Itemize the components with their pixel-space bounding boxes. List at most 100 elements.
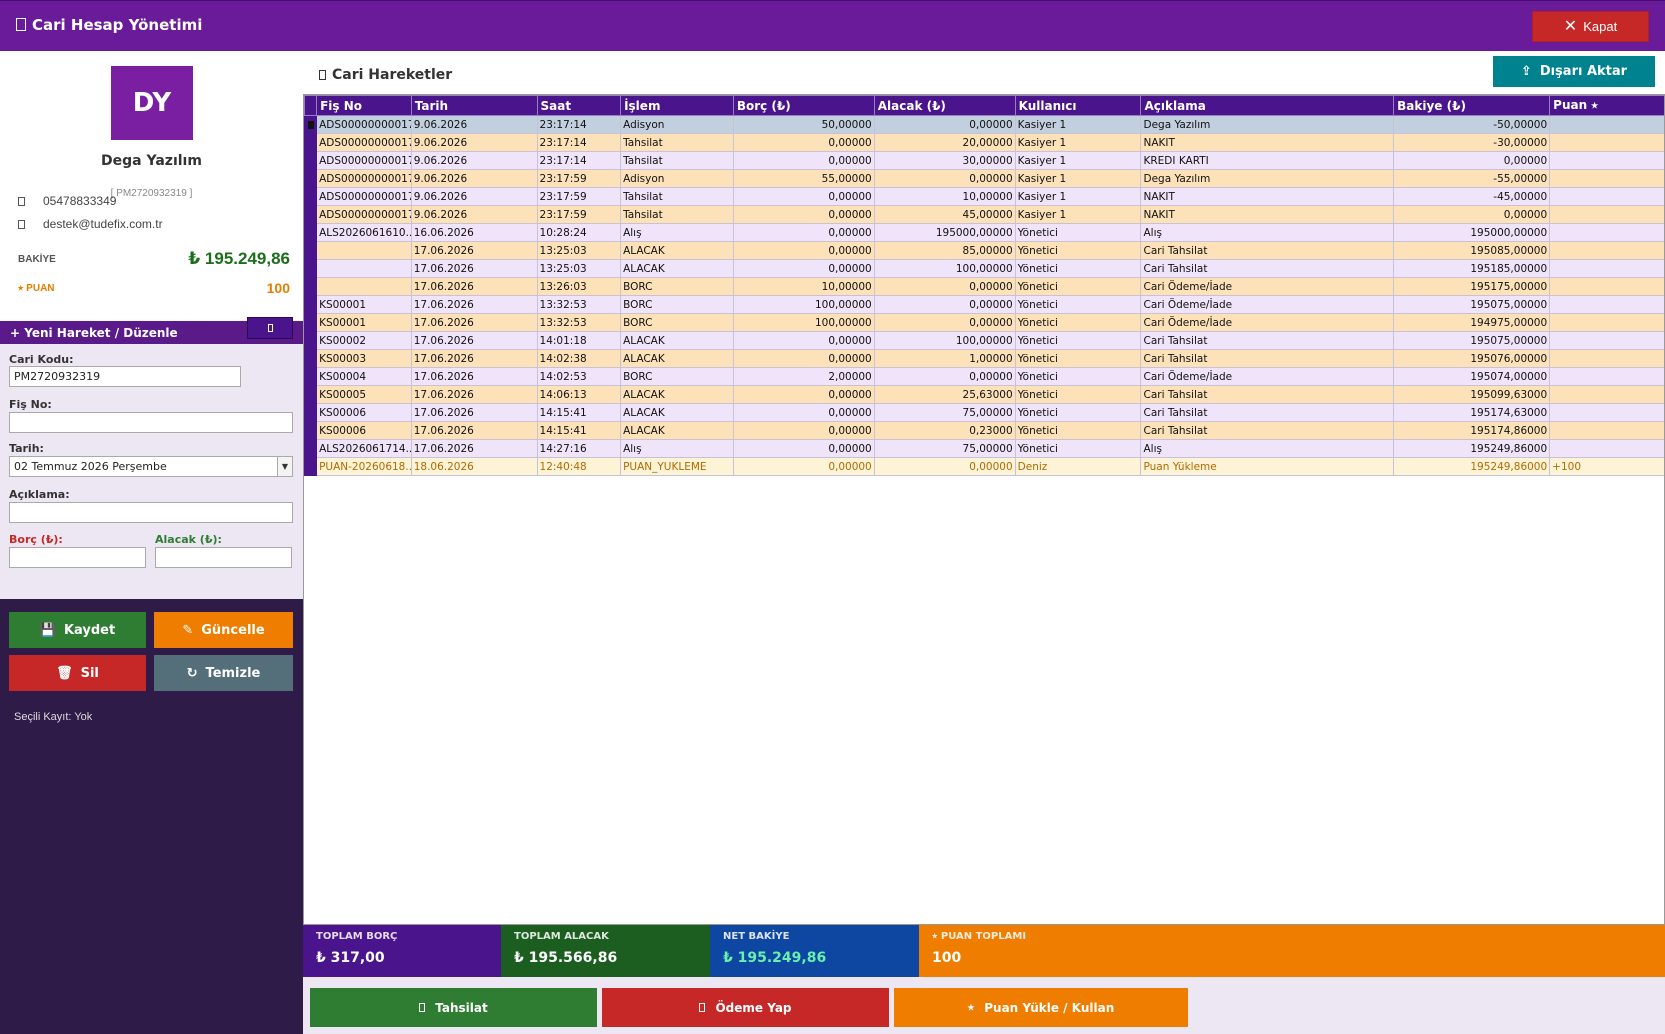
table-cell[interactable]: +100 xyxy=(1549,457,1664,476)
table-cell[interactable]: 9.06.2026 xyxy=(410,205,538,224)
table-cell[interactable]: 13:25:03 xyxy=(536,241,622,260)
table-cell[interactable]: KS00006 xyxy=(316,403,412,422)
row-header[interactable] xyxy=(304,115,318,134)
table-row[interactable]: ADS000000000174 9.06.2026 23:17:59 Tahsilat… xyxy=(304,187,1664,206)
table-cell[interactable] xyxy=(1549,421,1664,440)
pay-button[interactable]: Ödeme Yap xyxy=(602,988,889,1027)
table-row[interactable]: 17.06.2026 13:25:03 ALACAK 0,00000 85,00000 Y… xyxy=(304,241,1664,260)
table-cell[interactable]: Dega Yazılım xyxy=(1140,169,1395,188)
table-cell[interactable]: Yönetici xyxy=(1014,241,1142,260)
col-borc[interactable]: Borç (₺) xyxy=(732,95,875,116)
col-saat[interactable]: Saat xyxy=(536,95,622,116)
table-cell[interactable]: 17.06.2026 xyxy=(410,331,538,350)
table-cell[interactable]: 9.06.2026 xyxy=(410,115,538,134)
table-cell[interactable]: 0,00000 xyxy=(732,133,875,152)
table-cell[interactable] xyxy=(1549,115,1664,134)
table-cell[interactable] xyxy=(1549,349,1664,368)
table-cell[interactable]: Cari Ödeme/İade xyxy=(1140,367,1395,386)
tarih-select[interactable]: 02 Temmuz 2026 Perşembe ▼ xyxy=(9,456,293,477)
table-cell[interactable]: 195174,86000 xyxy=(1393,421,1551,440)
table-cell[interactable]: Adisyon xyxy=(620,115,734,134)
aciklama-input[interactable] xyxy=(9,502,293,523)
table-row[interactable]: KS00002 17.06.2026 14:01:18 ALACAK 0,00000 10… xyxy=(304,331,1664,350)
table-cell[interactable]: 9.06.2026 xyxy=(410,151,538,170)
table-cell[interactable]: 25,63000 xyxy=(873,385,1016,404)
table-cell[interactable]: ALACAK xyxy=(620,331,734,350)
table-cell[interactable]: Kasiyer 1 xyxy=(1014,133,1142,152)
table-cell[interactable]: 20,00000 xyxy=(873,133,1016,152)
table-cell[interactable]: 0,00000 xyxy=(1393,151,1551,170)
table-cell[interactable]: Alış xyxy=(620,223,734,242)
cari-kodu-input[interactable]: PM2720932319 xyxy=(9,366,241,387)
table-cell[interactable] xyxy=(1549,295,1664,314)
table-cell[interactable]: Cari Ödeme/İade xyxy=(1140,277,1395,296)
table-cell[interactable]: -50,00000 xyxy=(1393,115,1551,134)
table-cell[interactable]: 195085,00000 xyxy=(1393,241,1551,260)
table-cell[interactable]: 13:32:53 xyxy=(536,295,622,314)
table-cell[interactable]: 100,00000 xyxy=(732,313,875,332)
table-cell[interactable]: 0,00000 xyxy=(873,277,1016,296)
table-cell[interactable]: 17.06.2026 xyxy=(410,385,538,404)
table-cell[interactable]: 0,00000 xyxy=(732,457,875,476)
table-cell[interactable]: 17.06.2026 xyxy=(410,295,538,314)
table-row[interactable]: KS00006 17.06.2026 14:15:41 ALACAK 0,00000 75… xyxy=(304,403,1664,422)
col-islem[interactable]: İşlem xyxy=(620,95,734,116)
table-cell[interactable] xyxy=(1549,331,1664,350)
table-cell[interactable]: 0,00000 xyxy=(873,457,1016,476)
table-cell[interactable]: ADS000000000172 xyxy=(316,151,412,170)
table-cell[interactable]: 17.06.2026 xyxy=(410,277,538,296)
row-header[interactable] xyxy=(304,151,318,170)
table-cell[interactable]: Cari Ödeme/İade xyxy=(1140,313,1395,332)
table-cell[interactable]: 30,00000 xyxy=(873,151,1016,170)
table-cell[interactable]: 195075,00000 xyxy=(1393,331,1551,350)
table-row[interactable]: ALS2026061610... 16.06.2026 10:28:24 Alış 0,… xyxy=(304,223,1664,242)
row-header[interactable] xyxy=(304,403,318,422)
table-cell[interactable]: 100,00000 xyxy=(732,295,875,314)
table-cell[interactable]: 0,23000 xyxy=(873,421,1016,440)
row-header[interactable] xyxy=(304,241,318,260)
table-cell[interactable]: Yönetici xyxy=(1014,295,1142,314)
table-cell[interactable] xyxy=(1549,133,1664,152)
table-row[interactable]: ADS000000000174 9.06.2026 23:17:59 Adisyon 5… xyxy=(304,169,1664,188)
table-cell[interactable]: 0,00000 xyxy=(873,313,1016,332)
table-cell[interactable]: 23:17:14 xyxy=(536,151,622,170)
col-kullanici[interactable]: Kullanıcı xyxy=(1014,95,1142,116)
table-cell[interactable] xyxy=(316,277,412,296)
table-cell[interactable]: ADS000000000174 xyxy=(316,205,412,224)
table-cell[interactable]: ALACAK xyxy=(620,241,734,260)
table-cell[interactable]: 13:25:03 xyxy=(536,259,622,278)
table-cell[interactable]: Yönetici xyxy=(1014,331,1142,350)
table-cell[interactable]: 0,00000 xyxy=(873,115,1016,134)
fis-no-input[interactable] xyxy=(9,412,293,433)
table-cell[interactable] xyxy=(1549,403,1664,422)
table-cell[interactable]: ALACAK xyxy=(620,421,734,440)
table-cell[interactable]: Cari Ödeme/İade xyxy=(1140,295,1395,314)
table-cell[interactable]: ADS000000000174 xyxy=(316,187,412,206)
col-puan[interactable]: Puan ⭑ xyxy=(1549,95,1664,116)
table-cell[interactable]: Yönetici xyxy=(1014,439,1142,458)
table-cell[interactable] xyxy=(1549,385,1664,404)
table-cell[interactable]: 13:32:53 xyxy=(536,313,622,332)
table-cell[interactable]: Cari Tahsilat xyxy=(1140,331,1395,350)
table-cell[interactable]: 0,00000 xyxy=(732,421,875,440)
table-cell[interactable]: 0,00000 xyxy=(732,385,875,404)
save-button[interactable]: 💾 Kaydet xyxy=(9,612,146,648)
table-cell[interactable]: 13:26:03 xyxy=(536,277,622,296)
table-cell[interactable]: ALACAK xyxy=(620,385,734,404)
table-cell[interactable]: 23:17:14 xyxy=(536,133,622,152)
table-cell[interactable]: Cari Tahsilat xyxy=(1140,421,1395,440)
table-cell[interactable]: Tahsilat xyxy=(620,151,734,170)
table-cell[interactable]: -30,00000 xyxy=(1393,133,1551,152)
row-header[interactable] xyxy=(304,349,318,368)
table-cell[interactable]: 0,00000 xyxy=(732,205,875,224)
table-cell[interactable]: 0,00000 xyxy=(873,169,1016,188)
table-row[interactable]: KS00005 17.06.2026 14:06:13 ALACAK 0,00000 25… xyxy=(304,385,1664,404)
table-cell[interactable]: 100,00000 xyxy=(873,331,1016,350)
alacak-input[interactable] xyxy=(155,547,292,568)
col-alacak[interactable]: Alacak (₺) xyxy=(873,95,1016,116)
table-cell[interactable]: 0,00000 xyxy=(732,439,875,458)
table-cell[interactable]: 17.06.2026 xyxy=(410,349,538,368)
row-header[interactable] xyxy=(304,133,318,152)
table-cell[interactable]: Puan Yükleme xyxy=(1140,457,1395,476)
table-cell[interactable]: Kasiyer 1 xyxy=(1014,115,1142,134)
